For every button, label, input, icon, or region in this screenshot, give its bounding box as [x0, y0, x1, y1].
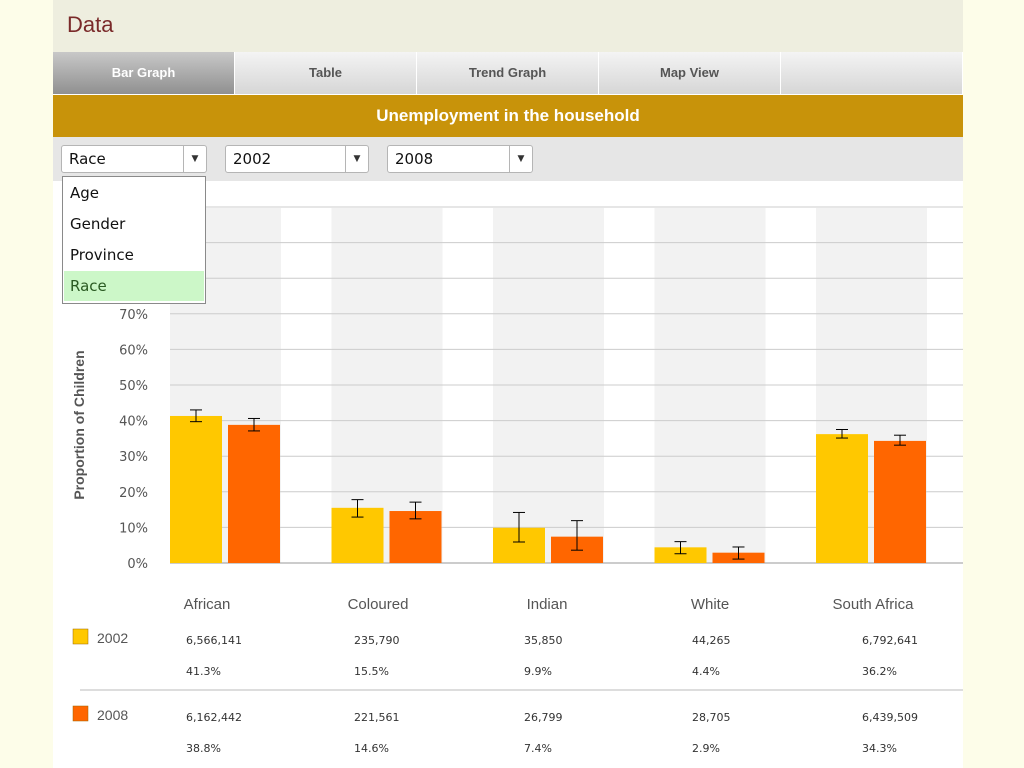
- category-label: South Africa: [833, 596, 915, 613]
- table-count: 6,162,442: [186, 711, 242, 724]
- table-percent: 34.3%: [862, 742, 897, 755]
- table-percent: 14.6%: [354, 742, 389, 755]
- table-percent: 36.2%: [862, 665, 897, 678]
- table-count: 44,265: [692, 634, 731, 647]
- bar-2002-african: [170, 415, 222, 563]
- y-tick-label: 10%: [119, 521, 148, 536]
- legend-label-2008: 2008: [97, 707, 128, 723]
- year-to-value: 2008: [395, 150, 434, 168]
- y-axis-title: Proportion of Children: [71, 350, 87, 499]
- table-percent: 2.9%: [692, 742, 720, 755]
- table-count: 28,705: [692, 711, 731, 724]
- legend-swatch-2008: [72, 705, 89, 722]
- category-label: Coloured: [348, 596, 409, 613]
- chevron-down-icon[interactable]: ▼: [345, 146, 368, 172]
- table-count: 26,799: [524, 711, 563, 724]
- view-tabs: Bar Graph Table Trend Graph Map View: [53, 52, 963, 94]
- table-count: 6,566,141: [186, 634, 242, 647]
- tab-map-view[interactable]: Map View: [599, 52, 781, 94]
- y-tick-label: 60%: [119, 343, 148, 358]
- table-percent: 9.9%: [524, 665, 552, 678]
- y-tick-label: 0%: [127, 557, 148, 572]
- y-tick-label: 20%: [119, 486, 148, 501]
- page-title: Data: [67, 12, 114, 37]
- table-percent: 4.4%: [692, 665, 720, 678]
- table-percent: 38.8%: [186, 742, 221, 755]
- y-tick-label: 70%: [119, 308, 148, 323]
- category-label: African: [184, 596, 231, 613]
- tab-trend-graph[interactable]: Trend Graph: [417, 52, 599, 94]
- option-province[interactable]: Province: [70, 246, 134, 264]
- option-race[interactable]: Race: [64, 271, 204, 301]
- bar-2008-south-africa: [874, 440, 926, 563]
- page-header: Data: [53, 0, 963, 52]
- bar-2008-african: [228, 424, 280, 563]
- table-count: 6,439,509: [862, 711, 918, 724]
- tab-table[interactable]: Table: [235, 52, 417, 94]
- table-count: 35,850: [524, 634, 563, 647]
- year-from-value: 2002: [233, 150, 272, 168]
- bar-2008-coloured: [389, 511, 442, 563]
- legend-label-2002: 2002: [97, 630, 128, 646]
- tab-bar-graph[interactable]: Bar Graph: [53, 52, 235, 94]
- table-count: 221,561: [354, 711, 400, 724]
- tab-empty: [781, 52, 963, 94]
- table-percent: 41.3%: [186, 665, 221, 678]
- table-count: 235,790: [354, 634, 400, 647]
- category-select[interactable]: Race ▼: [61, 145, 207, 173]
- option-age[interactable]: Age: [70, 184, 100, 202]
- category-label: Indian: [527, 596, 568, 613]
- filter-bar: Race ▼ 2002 ▼ 2008 ▼: [53, 137, 963, 181]
- y-tick-label: 30%: [119, 450, 148, 465]
- category-select-value: Race: [69, 150, 106, 168]
- year-to-select[interactable]: 2008 ▼: [387, 145, 533, 173]
- chevron-down-icon[interactable]: ▼: [509, 146, 532, 172]
- year-from-select[interactable]: 2002 ▼: [225, 145, 369, 173]
- category-label: White: [691, 596, 729, 613]
- bar-2002-south-africa: [816, 434, 868, 563]
- table-percent: 7.4%: [524, 742, 552, 755]
- table-count: 6,792,641: [862, 634, 918, 647]
- bar-2002-white: [654, 547, 707, 563]
- y-tick-label: 40%: [119, 415, 148, 430]
- y-tick-label: 50%: [119, 379, 148, 394]
- option-gender[interactable]: Gender: [70, 215, 126, 233]
- table-percent: 15.5%: [354, 665, 389, 678]
- chevron-down-icon[interactable]: ▼: [183, 146, 206, 172]
- indicator-title: Unemployment in the household: [53, 95, 963, 137]
- category-dropdown: Age Gender Province Race: [62, 176, 206, 304]
- legend-swatch-2002: [72, 628, 89, 645]
